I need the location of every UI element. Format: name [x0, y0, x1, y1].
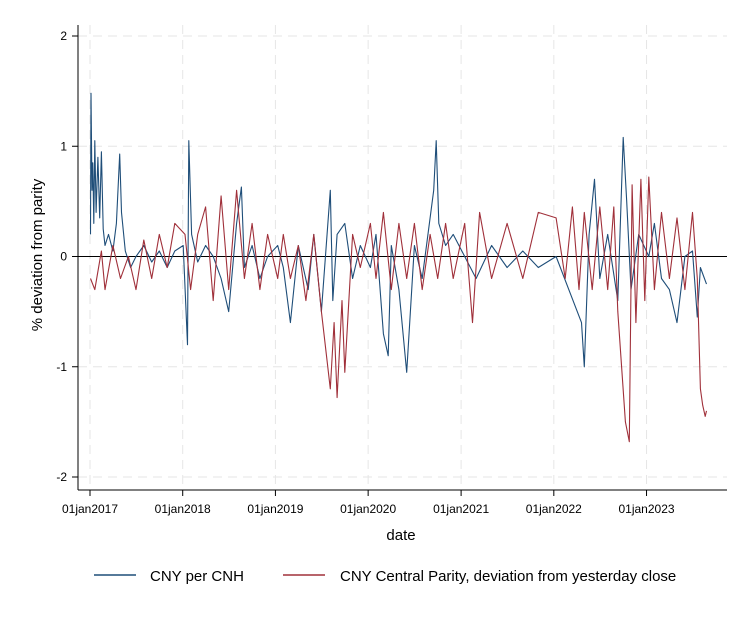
x-tick-label: 01jan2017	[62, 502, 118, 516]
series-line-0	[89, 92, 708, 373]
legend-label-cny-per-cnh: CNY per CNH	[150, 568, 244, 585]
x-tick-label: 01jan2022	[526, 502, 582, 516]
y-tick-label: 1	[60, 139, 67, 153]
y-tick-label: -2	[56, 470, 67, 484]
x-tick-label: 01jan2023	[618, 502, 674, 516]
x-axis-title: date	[386, 527, 415, 544]
y-axis-title: % deviation from parity	[29, 178, 46, 331]
series-layer	[89, 92, 708, 443]
x-tick-label: 01jan2019	[247, 502, 303, 516]
y-tick-label: 2	[60, 29, 67, 43]
y-tick-label: 0	[60, 250, 67, 264]
x-tick-label: 01jan2021	[433, 502, 489, 516]
x-axis-ticks: 01jan2017 01jan2018 01jan2019 01jan2020 01ja…	[62, 490, 675, 516]
y-axis-ticks: -2 -1 0 1 2	[56, 29, 78, 484]
legend-label-central-parity: CNY Central Parity, deviation from yeste…	[340, 568, 676, 585]
x-tick-label: 01jan2020	[340, 502, 396, 516]
x-tick-label: 01jan2018	[155, 502, 211, 516]
gridlines	[78, 25, 727, 490]
series-line-1	[89, 176, 708, 443]
y-tick-label: -1	[56, 360, 67, 374]
legend: CNY per CNH CNY Central Parity, deviatio…	[94, 568, 676, 585]
